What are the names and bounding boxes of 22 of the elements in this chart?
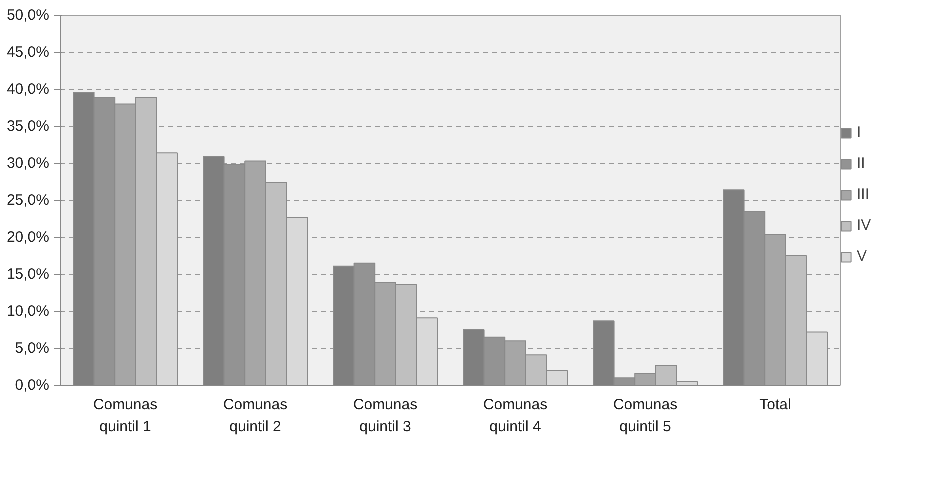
x-tick-label: Comunas quintil 4 bbox=[483, 396, 548, 436]
y-tick-label: 50,0% bbox=[6, 7, 50, 24]
y-tick-label: 25,0% bbox=[6, 192, 50, 209]
y-tick-label: 5,0% bbox=[15, 340, 50, 357]
x-tick-label: Comunas quintil 5 bbox=[613, 396, 678, 436]
legend-label: IV bbox=[857, 217, 872, 234]
y-tick-label: 40,0% bbox=[6, 81, 50, 98]
x-tick-label: Comunas quintil 3 bbox=[353, 396, 418, 436]
y-tick-label: 45,0% bbox=[6, 44, 50, 61]
y-tick-label: 15,0% bbox=[6, 266, 50, 283]
legend-label: I bbox=[857, 124, 862, 141]
y-tick-label: 10,0% bbox=[6, 303, 50, 320]
y-tick-label: 30,0% bbox=[6, 155, 50, 172]
legend-label: V bbox=[857, 248, 868, 265]
y-tick-label: 35,0% bbox=[6, 118, 50, 135]
x-tick-label: Comunas quintil 2 bbox=[223, 396, 288, 436]
legend-label: III bbox=[857, 186, 871, 203]
y-tick-label: 20,0% bbox=[6, 229, 50, 246]
legend-label: II bbox=[857, 155, 866, 172]
y-tick-label: 0,0% bbox=[15, 377, 50, 394]
x-tick-label: Total bbox=[760, 396, 792, 414]
x-tick-label: Comunas quintil 1 bbox=[93, 396, 158, 436]
